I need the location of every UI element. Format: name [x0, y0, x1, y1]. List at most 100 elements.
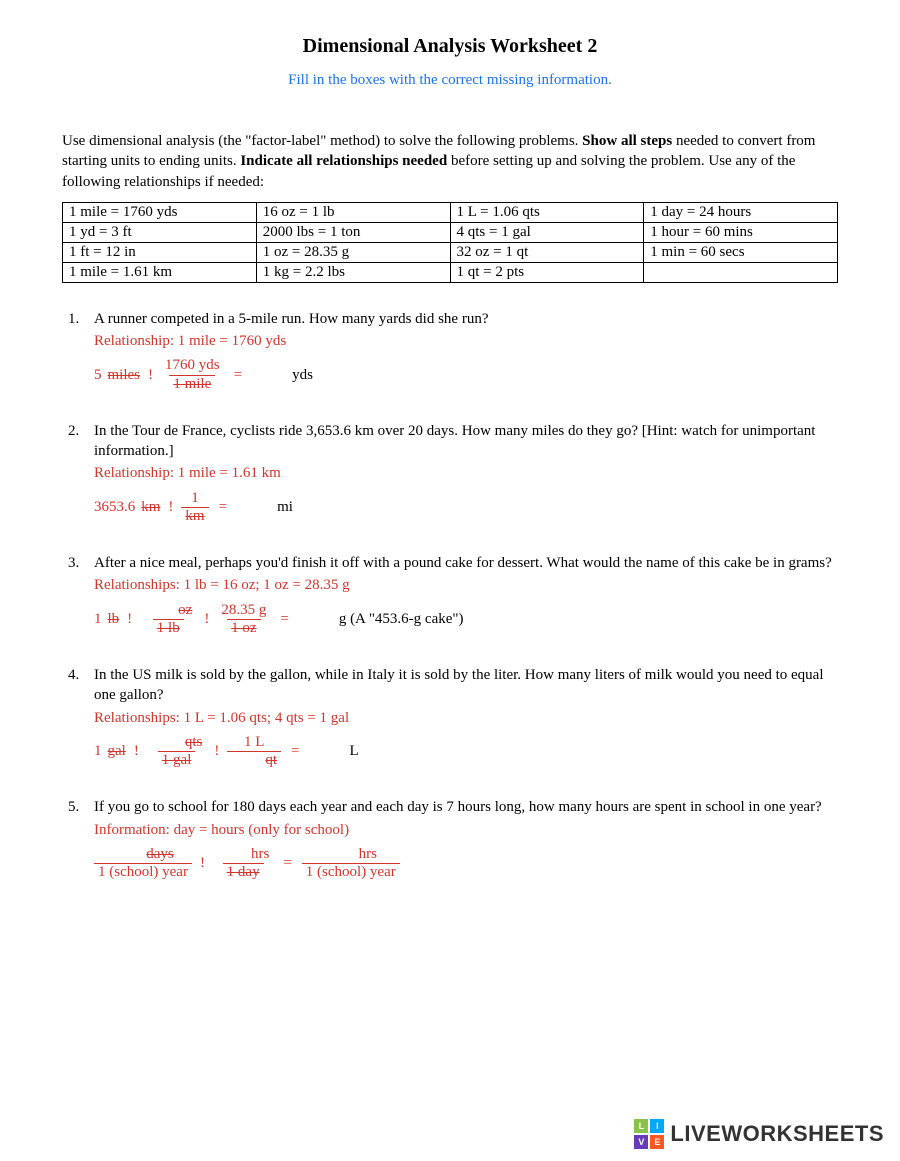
table-cell: 1 hour = 60 mins — [644, 222, 838, 242]
numerator: qts — [147, 734, 207, 751]
intro-text: Use dimensional analysis (the "factor-la… — [62, 133, 582, 149]
badge-cell: I — [650, 1119, 664, 1133]
table-cell: 1 L = 1.06 qts — [450, 202, 644, 222]
relationships-table: 1 mile = 1760 yds 16 oz = 1 lb 1 L = 1.0… — [62, 202, 838, 283]
work-line: 1 gal ! qts 1 gal ! 1 L qt = L — [94, 734, 838, 770]
worksheet-subtitle: Fill in the boxes with the correct missi… — [62, 72, 838, 89]
result-unit: mi — [277, 497, 293, 517]
equals-symbol: = — [276, 609, 292, 629]
numerator: hrs — [213, 846, 273, 863]
numerator: oz — [140, 602, 196, 619]
equals-symbol: = — [215, 497, 231, 517]
problem-number: 2. — [68, 421, 94, 525]
problem-text: In the Tour de France, cyclists ride 3,6… — [94, 421, 838, 462]
result-unit: g (A "453.6-g cake") — [339, 609, 464, 629]
denominator: 1 oz — [227, 619, 260, 637]
fraction-result: hrs 1 (school) year — [302, 846, 400, 882]
problem-2: 2. In the Tour de France, cyclists ride … — [68, 421, 838, 525]
table-cell: 16 oz = 1 lb — [256, 202, 450, 222]
multiply-symbol: ! — [146, 365, 155, 385]
denominator: 1 (school) year — [94, 863, 192, 881]
table-cell: 32 oz = 1 qt — [450, 242, 644, 262]
problems-list: 1. A runner competed in a 5-mile run. Ho… — [62, 309, 838, 882]
table-cell: 1 qt = 2 pts — [450, 262, 644, 282]
problem-3: 3. After a nice meal, perhaps you'd fini… — [68, 553, 838, 637]
relationship-line: Relationship: 1 mile = 1.61 km — [94, 463, 838, 483]
denominator: 1 mile — [169, 375, 215, 393]
table-row: 1 ft = 12 in 1 oz = 28.35 g 32 oz = 1 qt… — [63, 242, 838, 262]
badge-cell: V — [634, 1135, 648, 1149]
table-cell: 1 mile = 1.61 km — [63, 262, 257, 282]
result-unit: L — [349, 741, 358, 761]
problem-number: 4. — [68, 665, 94, 769]
numerator: 1 — [187, 490, 203, 507]
denominator: 1 day — [223, 863, 264, 881]
intro-paragraph: Use dimensional analysis (the "factor-la… — [62, 131, 838, 192]
relationship-line: Relationship: 1 mile = 1760 yds — [94, 331, 838, 351]
brand-name: LIVEWORKSHEETS — [670, 1121, 884, 1147]
problem-text: After a nice meal, perhaps you'd finish … — [94, 553, 838, 573]
table-row: 1 mile = 1.61 km 1 kg = 2.2 lbs 1 qt = 2… — [63, 262, 838, 282]
work-line: 5 miles ! 1760 yds 1 mile = yds — [94, 357, 838, 393]
multiply-symbol: ! — [132, 741, 141, 761]
numerator: days — [108, 846, 178, 863]
result-unit: yds — [292, 365, 313, 385]
table-row: 1 yd = 3 ft 2000 lbs = 1 ton 4 qts = 1 g… — [63, 222, 838, 242]
relationship-line: Relationships: 1 lb = 16 oz; 1 oz = 28.3… — [94, 575, 838, 595]
fraction-2: 1 L qt — [227, 734, 281, 770]
badge-cell: E — [650, 1135, 664, 1149]
relationship-line: Information: day = hours (only for schoo… — [94, 820, 838, 840]
multiply-symbol: ! — [212, 741, 221, 761]
table-cell: 1 ft = 12 in — [63, 242, 257, 262]
problem-1: 1. A runner competed in a 5-mile run. Ho… — [68, 309, 838, 393]
worksheet-title: Dimensional Analysis Worksheet 2 — [62, 35, 838, 58]
work-line: days 1 (school) year ! hrs 1 day = hrs 1… — [94, 846, 838, 882]
intro-bold-2: Indicate all relationships needed — [240, 153, 447, 169]
fraction-1: days 1 (school) year — [94, 846, 192, 882]
start-unit: lb — [108, 609, 120, 629]
table-cell: 1 day = 24 hours — [644, 202, 838, 222]
multiply-symbol: ! — [198, 853, 207, 873]
start-unit: km — [141, 497, 160, 517]
table-cell: 1 min = 60 secs — [644, 242, 838, 262]
table-cell: 2000 lbs = 1 ton — [256, 222, 450, 242]
denominator: 1 (school) year — [302, 863, 400, 881]
problem-text: In the US milk is sold by the gallon, wh… — [94, 665, 838, 706]
equals-symbol: = — [279, 853, 295, 873]
problem-5: 5. If you go to school for 180 days each… — [68, 797, 838, 881]
numerator: 28.35 g — [217, 602, 270, 619]
start-unit: gal — [108, 741, 126, 761]
table-cell: 4 qts = 1 gal — [450, 222, 644, 242]
intro-bold-1: Show all steps — [582, 133, 672, 149]
problem-text: If you go to school for 180 days each ye… — [94, 797, 838, 817]
denominator: 1 lb — [153, 619, 184, 637]
denominator: km — [181, 507, 208, 525]
multiply-symbol: ! — [166, 497, 175, 517]
multiply-symbol: ! — [125, 609, 134, 629]
problem-number: 3. — [68, 553, 94, 637]
denominator: qt — [227, 751, 281, 769]
problem-number: 5. — [68, 797, 94, 881]
equals-symbol: = — [230, 365, 246, 385]
table-cell: 1 kg = 2.2 lbs — [256, 262, 450, 282]
table-cell — [644, 262, 838, 282]
start-value: 1 — [94, 609, 102, 629]
denominator: 1 gal — [158, 751, 196, 769]
fraction-1: 1 km — [181, 490, 208, 526]
numerator: hrs — [321, 846, 381, 863]
table-cell: 1 yd = 3 ft — [63, 222, 257, 242]
start-value: 3653.6 — [94, 497, 135, 517]
start-value: 1 — [94, 741, 102, 761]
table-cell: 1 oz = 28.35 g — [256, 242, 450, 262]
fraction-2: 28.35 g 1 oz — [217, 602, 270, 638]
work-line: 3653.6 km ! 1 km = mi — [94, 490, 838, 526]
table-cell: 1 mile = 1760 yds — [63, 202, 257, 222]
numerator: 1760 yds — [161, 357, 224, 374]
footer-brand: L I V E LIVEWORKSHEETS — [634, 1119, 884, 1149]
work-line: 1 lb ! oz 1 lb ! 28.35 g 1 oz = g (A "45… — [94, 602, 838, 638]
start-value: 5 — [94, 365, 102, 385]
fraction-1: 1760 yds 1 mile — [161, 357, 224, 393]
fraction-1: oz 1 lb — [140, 602, 196, 638]
badge-cell: L — [634, 1119, 648, 1133]
brand-badge-icon: L I V E — [634, 1119, 664, 1149]
